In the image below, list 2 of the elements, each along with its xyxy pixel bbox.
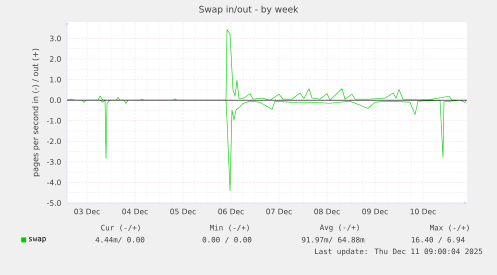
chart-title: Swap in/out - by week bbox=[199, 6, 298, 14]
y-axis-title: pages per second in (-) / out (+) bbox=[32, 48, 40, 176]
